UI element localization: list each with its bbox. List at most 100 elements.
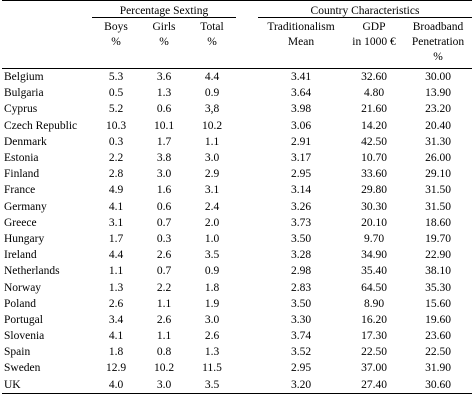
header-traditionalism: Traditionalism Mean [258, 17, 344, 69]
cell-girls: 10.1 [153, 119, 175, 132]
cell-gdp: 30.30 [361, 200, 387, 213]
cell-boys: 4.0 [92, 376, 140, 394]
cell-country: Poland [4, 297, 36, 310]
header-bb-line1: Broadband [412, 21, 464, 33]
cell-girls: 1.3 [156, 87, 172, 100]
cell-gdp: 35.40 [361, 265, 387, 278]
cell-country: Slovenia [4, 330, 45, 343]
cell-bb: 30.00 [425, 71, 451, 84]
header-total: Total % [188, 17, 236, 69]
cell-trad: 2.91 [290, 135, 312, 148]
gap-cell [236, 247, 258, 263]
column-header-row: Boys % Girls % Total % Traditionalism Me… [2, 17, 472, 69]
gap-cell [236, 231, 258, 247]
cell-gdp: 42.50 [361, 135, 387, 148]
cell-country: Sweden [4, 362, 41, 375]
table-row: Cyprus 5.2 0.6 3,8 3.98 21.60 23.20 [2, 101, 472, 117]
cell-boys: 2.2 [108, 152, 124, 165]
table-row: Bulgaria 0.5 1.3 0.9 3.64 4.80 13.90 [2, 85, 472, 101]
cell-girls: 0.6 [156, 200, 172, 213]
cell-boys: 2.6 [108, 297, 124, 310]
cell-total: 4.4 [204, 71, 220, 84]
cell-girls: 2.6 [156, 313, 172, 326]
empty-header-cell [2, 0, 92, 18]
cell-boys: 4.1 [108, 200, 124, 213]
header-girls: Girls % [140, 17, 188, 69]
cell-bb: 19.70 [425, 232, 451, 245]
cell-total: 2.6 [204, 330, 220, 343]
cell-girls: 1.1 [156, 330, 172, 343]
table-row: Netherlands 1.1 0.7 0.9 2.98 35.40 38.10 [2, 263, 472, 279]
cell-trad: 3.50 [290, 232, 312, 245]
cell-trad: 3.28 [290, 249, 312, 262]
cell-gdp: 22.50 [361, 346, 387, 359]
cell-girls: 2.2 [156, 281, 172, 294]
cell-boys: 4.4 [108, 249, 124, 262]
gap-cell [236, 312, 258, 328]
cell-trad: 2.95 [290, 362, 312, 375]
table-row: Finland 2.8 3.0 2.9 2.95 33.60 29.10 [2, 166, 472, 182]
table-body: Belgium 5.3 3.6 4.4 3.41 32.60 30.00 Bulgaria 0.… [2, 69, 472, 394]
cell-trad: 3.06 [290, 119, 312, 132]
cell-total: 1.1 [204, 135, 220, 148]
cell-gdp: 8.90 [363, 297, 385, 310]
header-boys-line1: Boys [104, 21, 128, 33]
cell-gdp: 16.20 [361, 313, 387, 326]
cell-bb: 31.50 [425, 184, 451, 197]
gap-cell [236, 344, 258, 360]
header-percentage-sexting: Percentage Sexting [92, 0, 236, 18]
cell-country: Ireland [4, 249, 37, 262]
cell-trad: 3.41 [290, 71, 312, 84]
cell-country: Spain [4, 346, 31, 359]
cell-country: Cyprus [4, 103, 38, 116]
cell-boys: 3.4 [108, 313, 124, 326]
cell-bb: 31.90 [425, 362, 451, 375]
table-row: Hungary 1.7 0.3 1.0 3.50 9.70 19.70 [2, 231, 472, 247]
cell-gdp: 10.70 [361, 152, 387, 165]
cell-boys: 4.1 [108, 330, 124, 343]
cell-girls: 3.0 [140, 376, 188, 394]
cell-trad: 3.50 [290, 297, 312, 310]
header-boys-line2: % [111, 36, 121, 48]
cell-country: Bulgaria [4, 87, 44, 100]
cell-country: Belgium [4, 71, 44, 84]
cell-gdp: 33.60 [361, 168, 387, 181]
header-total-line2: % [207, 36, 217, 48]
cell-girls: 3.0 [156, 168, 172, 181]
table-row: Sweden 12.9 10.2 11.5 2.95 37.00 31.90 [2, 360, 472, 376]
gap-cell [236, 0, 258, 18]
cell-gdp: 29.80 [361, 184, 387, 197]
cell-boys: 5.3 [108, 71, 124, 84]
cell-girls: 3.8 [156, 152, 172, 165]
cell-girls: 2.6 [156, 249, 172, 262]
cell-trad: 3.14 [290, 184, 312, 197]
cell-total: 3.0 [204, 152, 220, 165]
header-gdp-line1: GDP [362, 21, 386, 33]
cell-bb: 18.60 [425, 216, 451, 229]
cell-girls: 3.6 [156, 71, 172, 84]
cell-boys: 3.1 [108, 216, 124, 229]
group-header-row: Percentage Sexting Country Characteristi… [2, 0, 472, 18]
cell-total: 3.5 [204, 249, 220, 262]
cell-total: 3.1 [204, 184, 220, 197]
cell-boys: 12.9 [105, 362, 127, 375]
cell-trad: 3.30 [290, 313, 312, 326]
table-row: Estonia 2.2 3.8 3.0 3.17 10.70 26.00 [2, 150, 472, 166]
cell-bb: 20.40 [425, 119, 451, 132]
cell-gdp: 20.10 [361, 216, 387, 229]
cell-bb: 38.10 [425, 265, 451, 278]
cell-bb: 31.50 [425, 200, 451, 213]
cell-bb: 29.10 [425, 168, 451, 181]
cell-total: 1.3 [204, 346, 220, 359]
header-trad-line2: Mean [287, 36, 315, 48]
cell-girls: 1.6 [156, 184, 172, 197]
cell-trad: 3.98 [290, 103, 312, 116]
gap-header [236, 17, 258, 69]
sexting-table: Percentage Sexting Country Characteristi… [2, 0, 472, 394]
cell-total: 0.9 [204, 87, 220, 100]
cell-gdp: 17.30 [361, 330, 387, 343]
cell-total: 2.4 [204, 200, 220, 213]
cell-total: 11.5 [202, 362, 222, 375]
cell-gdp: 4.80 [363, 87, 385, 100]
cell-trad: 3.26 [290, 200, 312, 213]
